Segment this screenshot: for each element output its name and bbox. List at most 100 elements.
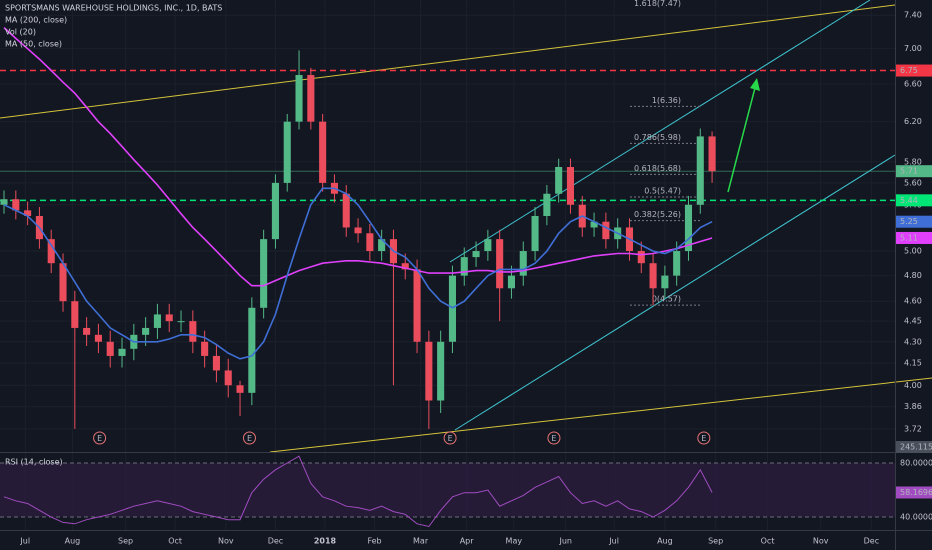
candle-body: [165, 314, 173, 322]
price-tag-label: 5.11: [900, 233, 918, 242]
x-tick-label: Oct: [168, 537, 182, 546]
rsi-band: [0, 462, 895, 518]
x-tick-label: Feb: [367, 537, 381, 546]
candle-body: [378, 239, 386, 252]
fib-label: 0.786(5.98): [634, 133, 681, 142]
price-tag-label: 6.75: [900, 66, 918, 75]
x-tick-label: Nov: [813, 537, 829, 546]
y-tick-label: 4.15: [904, 359, 922, 368]
x-tick-label: Sep: [118, 537, 133, 546]
price-tag: [896, 215, 932, 228]
candle-body: [12, 199, 20, 211]
price-tag-label: 5.71: [900, 167, 918, 176]
candle-body: [437, 341, 445, 401]
y-tick-label: 4.60: [904, 297, 922, 306]
earnings-label: E: [247, 434, 252, 443]
candle-body: [507, 275, 516, 289]
candle-body: [212, 355, 220, 371]
x-tick-label: Jun: [558, 537, 572, 546]
x-tick-label: Aug: [657, 537, 673, 546]
x-tick-label: Jul: [19, 537, 30, 546]
y-tick-label: 4.30: [904, 337, 922, 346]
series-line: [3, 27, 713, 287]
series-line: [3, 455, 713, 528]
arrow-head: [750, 78, 760, 91]
candle-body: [448, 275, 456, 342]
candle-body: [484, 239, 492, 252]
y-tick-label: 5.80: [904, 157, 922, 166]
candle-body: [696, 136, 704, 205]
candle-body: [673, 251, 681, 276]
candle-body: [543, 193, 551, 217]
fib-label: 0.382(5.26): [634, 210, 681, 219]
candle-body: [224, 370, 232, 386]
y-tick-label: 4.80: [904, 271, 922, 280]
candle-body: [142, 327, 150, 335]
candle-body: [24, 210, 32, 217]
y-tick-label: 7.40: [904, 11, 922, 20]
candle-body: [401, 263, 409, 270]
y-tick-label: 6.60: [904, 80, 922, 89]
y-tick-label: 5.00: [904, 247, 922, 256]
candle-body: [661, 275, 669, 289]
candle-body: [496, 239, 504, 289]
candle-body: [177, 321, 185, 323]
candle-body: [260, 239, 268, 308]
candle-body: [295, 75, 303, 122]
y-tick-label: 3.72: [904, 424, 922, 433]
candle-body: [71, 301, 79, 328]
candle-body: [637, 251, 645, 264]
earnings-label: E: [701, 434, 706, 443]
earnings-label: E: [448, 434, 453, 443]
candle-body: [342, 193, 350, 228]
candle-body: [118, 348, 126, 356]
legend-entry: MA (200, close): [5, 16, 67, 25]
fib-label: 0.5(5.47): [644, 187, 681, 196]
fib-label: 0.618(5.68): [634, 164, 681, 173]
price-tag: [896, 64, 932, 77]
earnings-label: E: [551, 434, 556, 443]
candle-body: [248, 307, 256, 393]
y-tick-label: 4.00: [904, 381, 922, 390]
plot: 1.618(7.47) 1(6.36) 0.786(5.98) 0.618(5.68)…: [0, 0, 895, 528]
candle-body: [354, 227, 362, 234]
candle-body: [189, 321, 197, 342]
candle-body: [566, 166, 575, 205]
x-tick-label: Dec: [864, 537, 879, 546]
price-tag: [896, 231, 932, 244]
channel-line: [449, 0, 871, 263]
candle-body: [201, 341, 209, 356]
price-tag: [896, 441, 932, 453]
candle-body: [519, 251, 527, 276]
series-line: [3, 187, 713, 360]
fib-label: 1.618(7.47): [634, 0, 681, 8]
legend-entry: RSI (14, close): [5, 458, 63, 467]
y-tick-label: 7.00: [904, 44, 922, 53]
earnings-marker: [443, 431, 457, 445]
y-tick-label: 3.86: [904, 402, 922, 411]
candle-body: [283, 121, 291, 183]
x-tick-label: Nov: [218, 537, 234, 546]
y-tick-label: 4.45: [904, 317, 922, 326]
candle-body: [319, 121, 327, 183]
candle-body: [94, 334, 102, 342]
chart-title: SPORTSMANS WAREHOUSE HOLDINGS, INC., 1D,…: [5, 4, 222, 13]
candle-body: [649, 263, 657, 289]
x-tick-label: Apr: [460, 537, 475, 546]
x-tick-label: Oct: [761, 537, 775, 546]
price-tag-label: 5.44: [900, 196, 918, 205]
candle-body: [684, 204, 693, 252]
x-tick-label: Mar: [413, 537, 429, 546]
earnings-marker: [242, 431, 256, 445]
y-tick-label: 40.0000: [900, 513, 932, 522]
candle-body: [590, 221, 598, 228]
candle-body: [413, 269, 421, 342]
earnings-marker: [547, 431, 561, 445]
earnings-label: E: [97, 434, 102, 443]
price-tag-label: 5.25: [900, 217, 918, 226]
candle-body: [425, 341, 433, 401]
x-tick-label: Aug: [65, 537, 81, 546]
y-tick-label: 5.60: [904, 178, 922, 187]
